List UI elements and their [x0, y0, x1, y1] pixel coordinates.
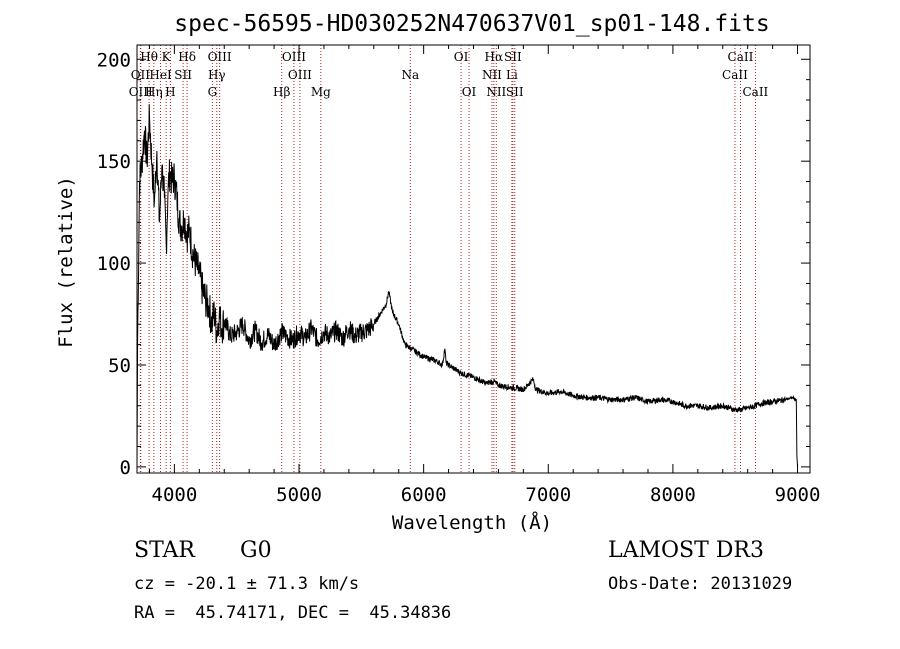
y-tick-label-4: 200	[97, 49, 131, 71]
line-label-6: Hα	[485, 50, 504, 64]
line-label-24: OI	[462, 85, 477, 99]
line-label-1: K	[162, 50, 172, 64]
line-label-4: OIII	[282, 50, 306, 64]
x-tick-label-2: 6000	[401, 484, 447, 506]
line-label-18: OIII	[129, 85, 153, 99]
line-label-25: NII	[486, 85, 506, 99]
line-label-3: OIII	[208, 50, 232, 64]
redshift-velocity: cz = -20.1 ± 71.3 km/s	[134, 574, 360, 594]
line-label-27: CaII	[742, 85, 768, 99]
line-label-5: OI	[454, 50, 469, 64]
line-label-23: Mg	[311, 85, 331, 99]
y-axis-ticks: 0 50 100 150 200	[97, 49, 810, 479]
x-tick-label-3: 7000	[525, 484, 571, 506]
line-label-22: Hβ	[273, 85, 290, 99]
line-label-2: Hδ	[178, 50, 196, 64]
line-label-17: CaII	[722, 68, 748, 82]
spectrum-line	[136, 104, 798, 467]
observation-date: Obs-Date: 20131029	[608, 574, 793, 594]
y-tick-label-2: 100	[97, 253, 131, 275]
x-tick-label-5: 9000	[775, 484, 821, 506]
y-tick-label-3: 150	[97, 151, 131, 173]
object-class: STAR	[134, 538, 195, 563]
y-axis-label: Flux (relative)	[55, 176, 77, 348]
y-tick-label-1: 50	[108, 355, 131, 377]
line-label-10: HeI	[149, 68, 172, 82]
line-label-21: G	[208, 85, 218, 99]
line-label-12: Hγ	[208, 68, 226, 82]
y-tick-label-0: 0	[120, 457, 131, 479]
line-label-9: OII	[131, 68, 151, 82]
line-label-7: SII	[504, 50, 522, 64]
x-tick-label-0: 4000	[152, 484, 198, 506]
line-label-11: SII	[174, 68, 192, 82]
line-label-26: SII	[506, 85, 524, 99]
survey-name: LAMOST DR3	[608, 538, 764, 563]
line-label-13: OIII	[288, 68, 312, 82]
line-label-14: Na	[401, 68, 419, 82]
line-label-15: NII	[482, 68, 502, 82]
chart-title: spec-56595-HD030252N470637V01_sp01-148.f…	[174, 11, 769, 37]
x-tick-label-4: 8000	[650, 484, 696, 506]
x-tick-label-1: 5000	[276, 484, 322, 506]
x-axis-label: Wavelength (Å)	[392, 511, 552, 534]
line-label-16: Li	[506, 68, 518, 82]
line-label-20: H	[165, 85, 175, 99]
line-label-19: Hη	[145, 85, 163, 99]
object-subclass: G0	[240, 538, 272, 563]
x-axis-ticks: 4000 5000 6000 7000 8000 9000	[148, 45, 821, 506]
ra-dec-coordinates: RA = 45.74171, DEC = 45.34836	[134, 603, 452, 623]
spectral-line-markers	[139, 45, 756, 473]
line-label-0: Hθ	[140, 50, 158, 64]
line-label-8: CaII	[728, 50, 754, 64]
